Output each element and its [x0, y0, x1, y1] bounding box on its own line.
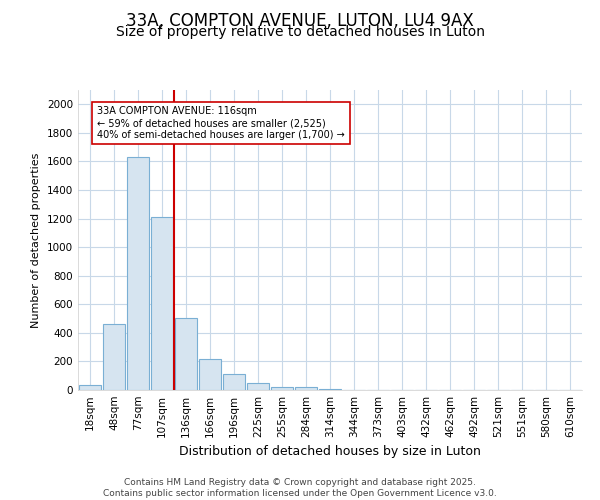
Bar	[223, 374, 245, 390]
Bar	[295, 387, 317, 390]
Bar	[103, 324, 125, 390]
Bar	[175, 318, 197, 390]
Bar	[199, 358, 221, 390]
Text: 33A COMPTON AVENUE: 116sqm
← 59% of detached houses are smaller (2,525)
40% of s: 33A COMPTON AVENUE: 116sqm ← 59% of deta…	[97, 106, 345, 140]
Bar	[79, 385, 101, 390]
Y-axis label: Number of detached properties: Number of detached properties	[31, 152, 41, 328]
Text: 33A, COMPTON AVENUE, LUTON, LU4 9AX: 33A, COMPTON AVENUE, LUTON, LU4 9AX	[126, 12, 474, 30]
X-axis label: Distribution of detached houses by size in Luton: Distribution of detached houses by size …	[179, 446, 481, 458]
Bar	[127, 157, 149, 390]
Bar	[247, 383, 269, 390]
Bar	[151, 217, 173, 390]
Bar	[271, 387, 293, 390]
Text: Size of property relative to detached houses in Luton: Size of property relative to detached ho…	[115, 25, 485, 39]
Text: Contains HM Land Registry data © Crown copyright and database right 2025.
Contai: Contains HM Land Registry data © Crown c…	[103, 478, 497, 498]
